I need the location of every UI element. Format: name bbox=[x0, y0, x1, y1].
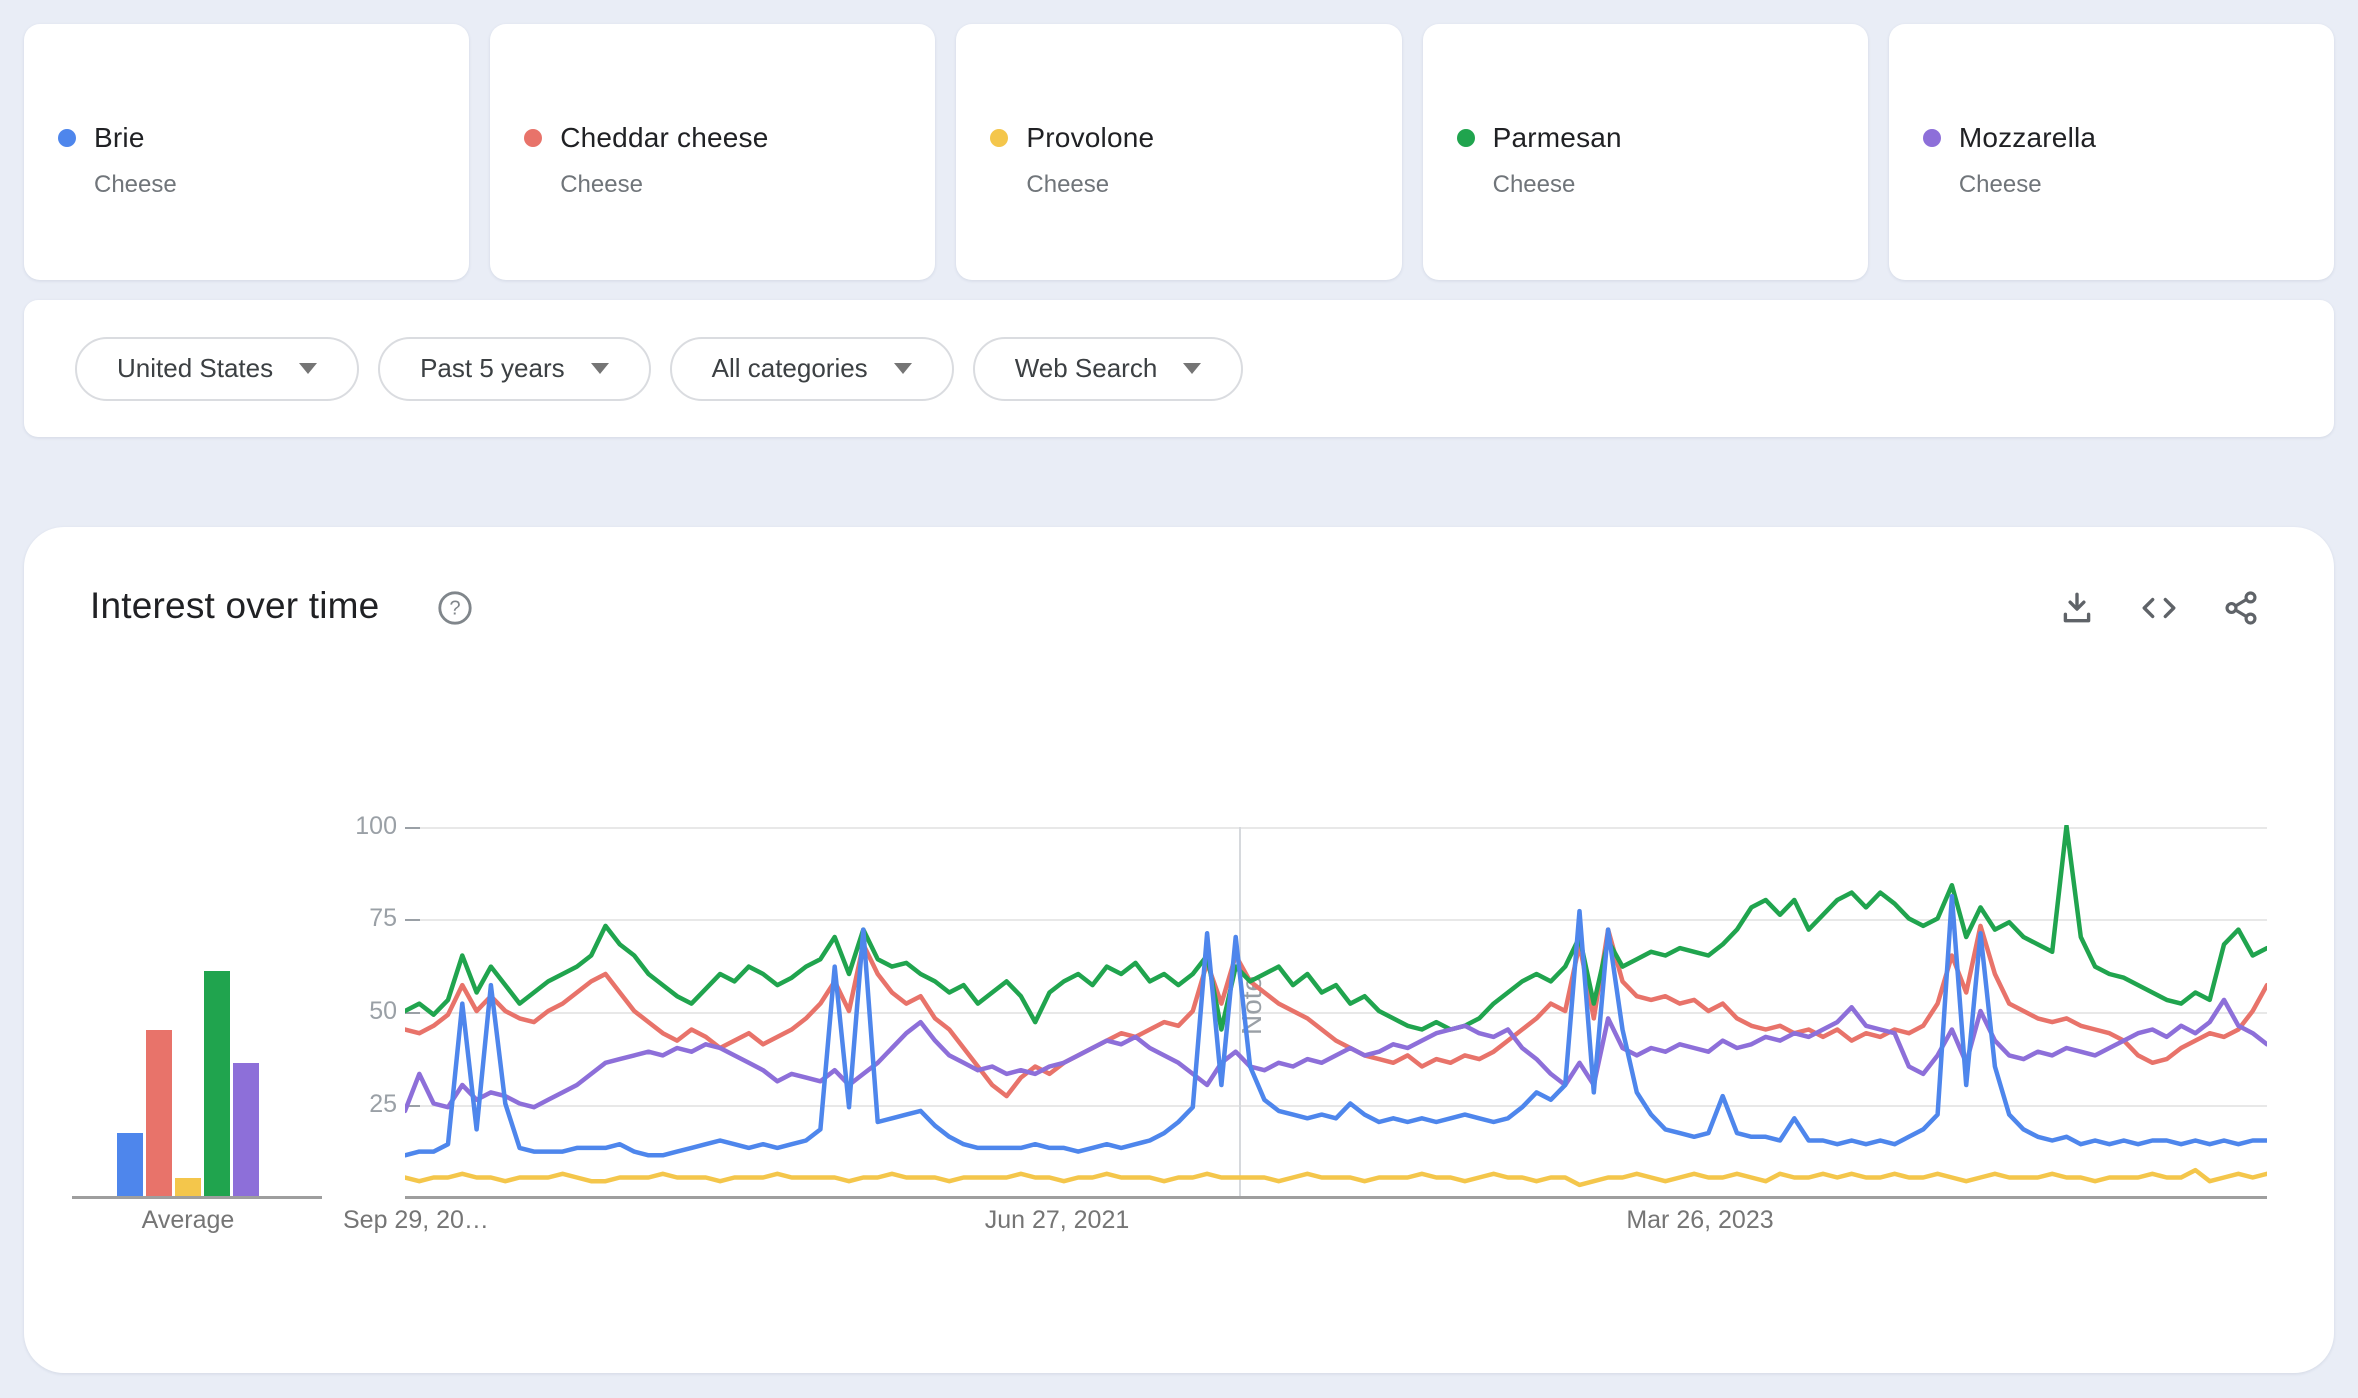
cheddar-color-dot bbox=[524, 129, 543, 147]
chevron-down-icon bbox=[299, 363, 318, 374]
share-icon[interactable] bbox=[2222, 589, 2260, 627]
brie-color-dot bbox=[58, 129, 76, 147]
term-sublabel: Cheese bbox=[94, 171, 177, 198]
trend-line-parmesan bbox=[405, 825, 2267, 1032]
download-icon[interactable] bbox=[2058, 589, 2096, 627]
term-sublabel: Cheese bbox=[560, 171, 643, 198]
gridline-75 bbox=[405, 919, 2267, 921]
trend-line-mozzarella bbox=[405, 997, 2267, 1114]
filter-category-button[interactable]: All categories bbox=[669, 336, 954, 401]
term-label: Mozzarella bbox=[1958, 122, 2097, 153]
note-marker-line bbox=[1239, 827, 1241, 1196]
y-tick-label: 50 bbox=[369, 997, 397, 1025]
term-card-cheddar-cheese[interactable]: Cheddar cheese Cheese bbox=[490, 24, 936, 280]
trend-line-provolone bbox=[405, 1167, 2267, 1188]
average-bar-mozzarella bbox=[233, 1063, 259, 1196]
x-tick-label-mid: Jun 27, 2021 bbox=[984, 1206, 1130, 1234]
y-tick-label: 25 bbox=[369, 1090, 397, 1118]
filter-region-button[interactable]: United States bbox=[75, 336, 360, 401]
gridline-25 bbox=[405, 1105, 2267, 1107]
y-tick bbox=[405, 1012, 420, 1014]
x-tick-label-start: Sep 29, 20… bbox=[343, 1206, 489, 1234]
average-bar-provolone bbox=[175, 1177, 201, 1196]
average-axis-line bbox=[72, 1196, 322, 1199]
gridline-100 bbox=[405, 827, 2267, 829]
term-label: Parmesan bbox=[1492, 122, 1622, 153]
term-card-parmesan[interactable]: Parmesan Cheese bbox=[1422, 24, 1868, 280]
embed-icon[interactable] bbox=[2140, 589, 2178, 627]
term-sublabel: Cheese bbox=[1492, 171, 1576, 198]
filter-bar: United States Past 5 years All categorie… bbox=[24, 300, 2334, 437]
average-label: Average bbox=[141, 1206, 235, 1234]
average-bar-brie bbox=[117, 1133, 143, 1196]
term-label: Cheddar cheese bbox=[560, 122, 769, 153]
provolone-color-dot bbox=[990, 129, 1009, 147]
filter-time-range-label: Past 5 years bbox=[420, 353, 565, 383]
average-bar-parmesan bbox=[204, 970, 230, 1196]
x-axis-line bbox=[405, 1196, 2267, 1199]
term-cards-row: Brie Cheese Cheddar cheese Cheese Provol… bbox=[24, 24, 2335, 280]
interest-over-time-panel: Interest over time ? 10 bbox=[24, 527, 2334, 1373]
y-tick bbox=[405, 919, 420, 921]
term-label: Brie bbox=[94, 122, 145, 153]
average-bar-cheddar bbox=[146, 1029, 172, 1196]
filter-search-type-button[interactable]: Web Search bbox=[972, 336, 1244, 401]
filter-category-label: All categories bbox=[711, 353, 868, 383]
term-card-mozzarella[interactable]: Mozzarella Cheese bbox=[1888, 24, 2335, 280]
chevron-down-icon bbox=[590, 363, 609, 374]
term-sublabel: Cheese bbox=[1958, 171, 2042, 198]
y-tick bbox=[405, 827, 420, 829]
chevron-down-icon bbox=[893, 363, 912, 374]
parmesan-color-dot bbox=[1456, 129, 1475, 147]
filter-region-label: United States bbox=[117, 353, 274, 383]
y-tick-label: 75 bbox=[369, 904, 397, 932]
average-bars bbox=[117, 827, 259, 1196]
chart-actions bbox=[2058, 589, 2260, 627]
filter-search-type-label: Web Search bbox=[1014, 353, 1158, 383]
term-card-provolone[interactable]: Provolone Cheese bbox=[956, 24, 1402, 280]
page-title: Interest over time bbox=[90, 585, 380, 626]
svg-text:?: ? bbox=[449, 598, 460, 620]
trend-line-brie bbox=[405, 894, 2267, 1158]
x-tick-label-end: Mar 26, 2023 bbox=[1626, 1206, 1774, 1234]
help-icon[interactable]: ? bbox=[436, 589, 474, 627]
y-tick-label: 100 bbox=[355, 812, 397, 840]
trend-lines-chart[interactable] bbox=[405, 825, 2267, 1197]
filter-time-range-button[interactable]: Past 5 years bbox=[378, 336, 651, 401]
term-card-brie[interactable]: Brie Cheese bbox=[24, 24, 470, 280]
term-label: Provolone bbox=[1026, 122, 1155, 153]
term-sublabel: Cheese bbox=[1026, 171, 1110, 198]
y-tick bbox=[405, 1105, 420, 1107]
mozzarella-color-dot bbox=[1922, 129, 1941, 147]
chevron-down-icon bbox=[1183, 363, 1202, 374]
gridline-50 bbox=[405, 1012, 2267, 1014]
